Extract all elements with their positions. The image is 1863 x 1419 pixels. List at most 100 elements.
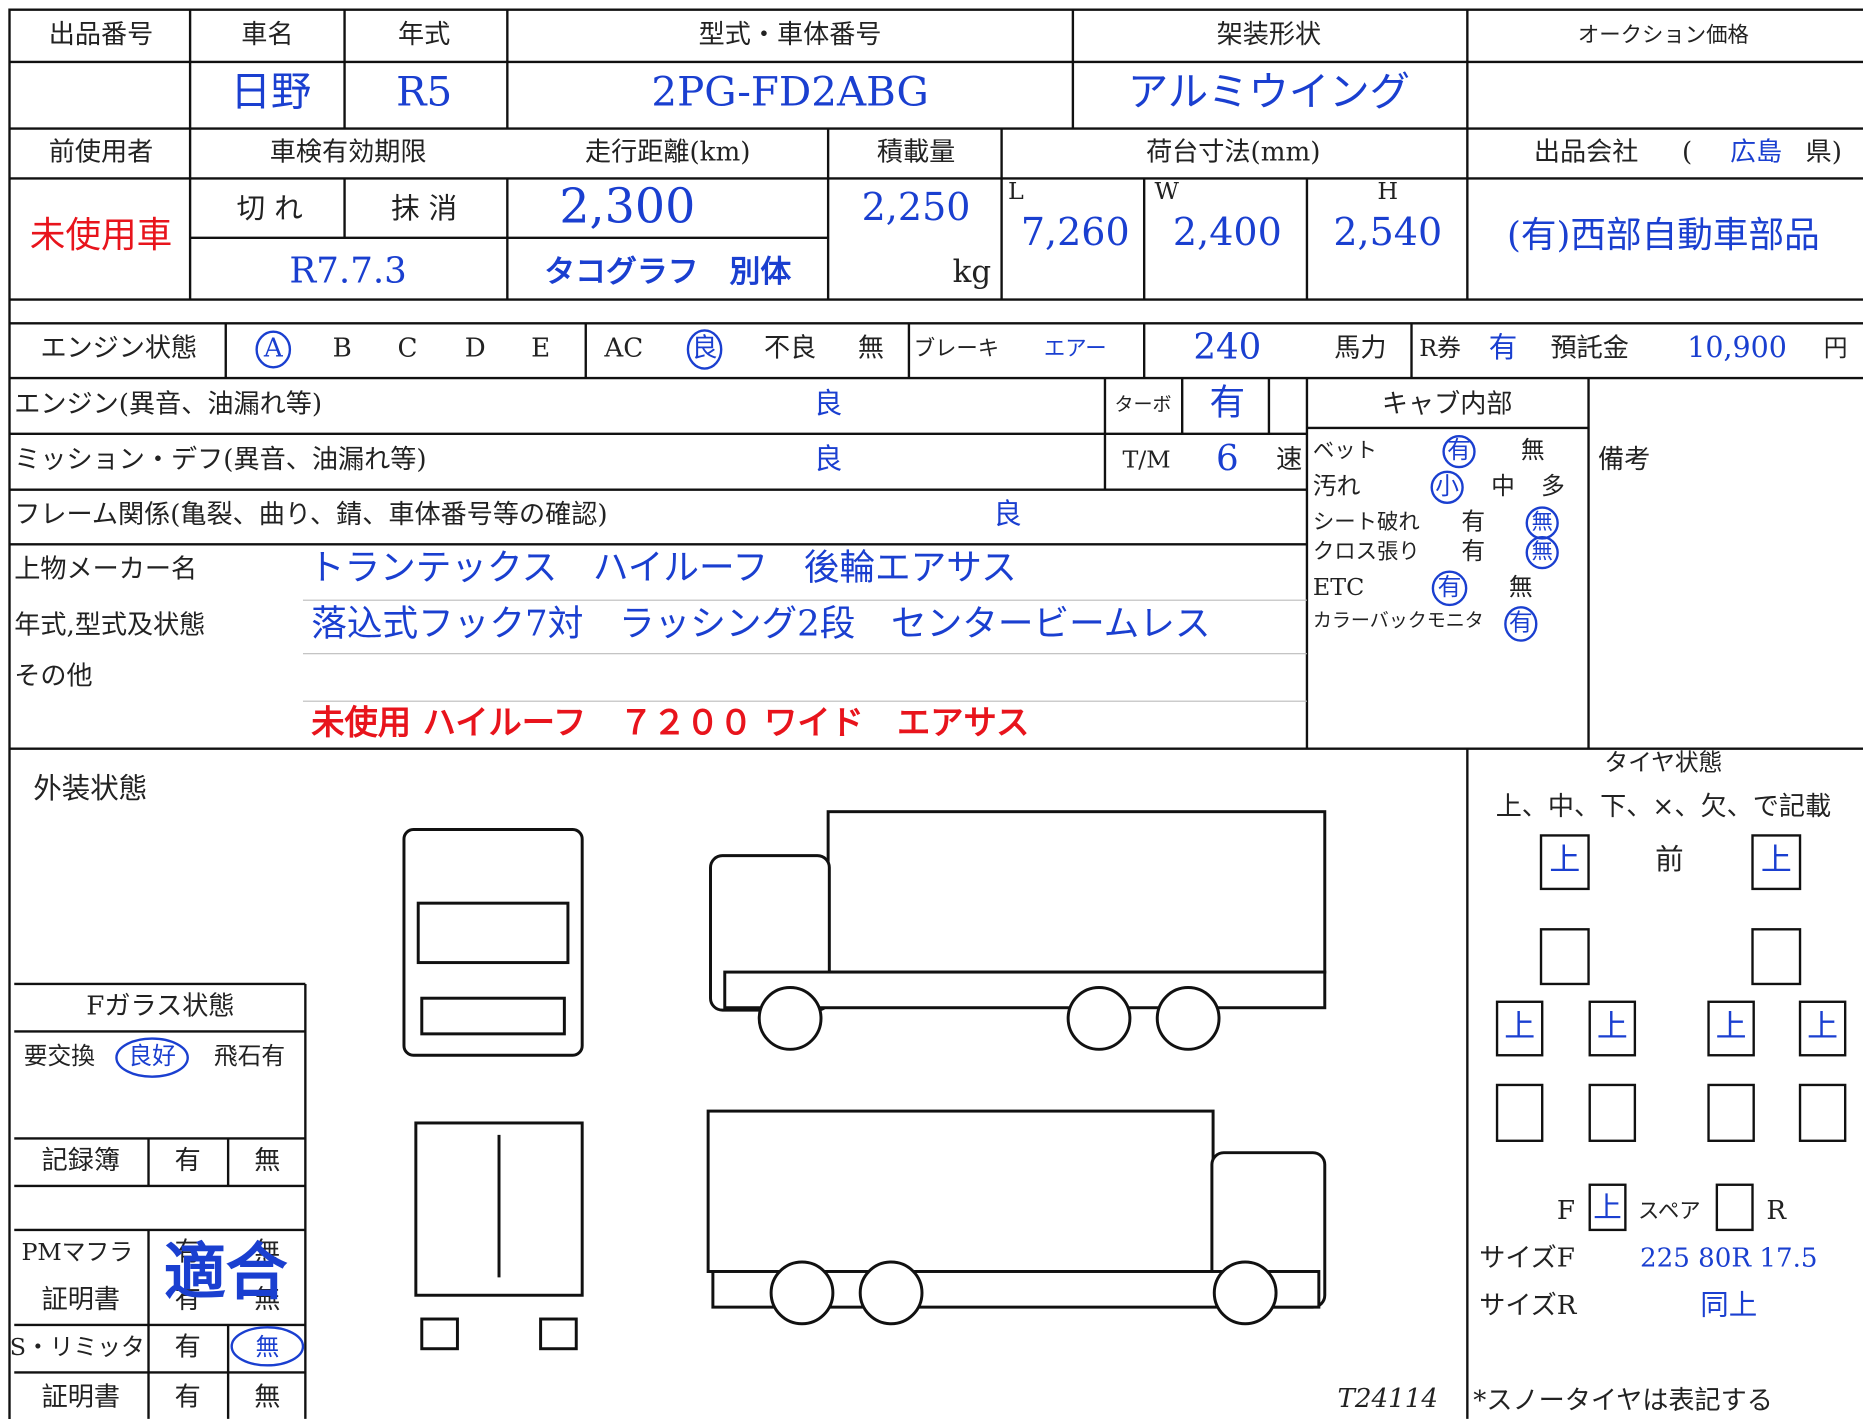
label: S・リミッタ xyxy=(10,1333,145,1361)
label: 適合 xyxy=(164,1235,288,1308)
label: 有 xyxy=(1438,573,1462,601)
label: オークション価格 xyxy=(1578,23,1749,48)
label: クロス張り xyxy=(1313,540,1420,565)
label: C xyxy=(398,333,418,363)
label: 上、中、下、×、欠、で記載 xyxy=(1496,792,1831,822)
label: 県) xyxy=(1806,137,1842,167)
selection-circle xyxy=(686,329,723,370)
label: 切 れ xyxy=(237,192,303,225)
selection-circle xyxy=(1430,470,1464,504)
label: 同上 xyxy=(1700,1289,1757,1322)
selection-circle xyxy=(230,1326,305,1367)
label: D xyxy=(465,333,486,363)
label: T24114 xyxy=(1337,1384,1438,1414)
label: ブレーキ xyxy=(914,336,1000,361)
label: 良好 xyxy=(128,1042,176,1070)
label: 未使用車 xyxy=(30,215,172,256)
label: 型式・車体番号 xyxy=(699,20,882,50)
label: 荷台寸法(mm) xyxy=(1146,137,1320,167)
label: AC xyxy=(603,333,643,363)
label: タイヤ状態 xyxy=(1604,749,1722,777)
label: 記録簿 xyxy=(42,1146,120,1176)
label: 7,260 xyxy=(1021,210,1130,254)
label: F xyxy=(1557,1196,1575,1226)
label: 要交換 xyxy=(24,1042,96,1070)
selection-circle xyxy=(1504,606,1538,642)
label: 2,540 xyxy=(1333,210,1442,254)
label: フレーム関係(亀裂、曲り、錆、車体番号等の確認) xyxy=(14,500,607,530)
label: 有 xyxy=(1210,382,1246,423)
label: 円 xyxy=(1824,334,1848,362)
label: 無 xyxy=(858,333,884,363)
label: 前使用者 xyxy=(49,137,153,167)
label: 上 xyxy=(1504,1008,1535,1044)
label: 未使用 ハイルーフ ７２００ ワイド エアサス xyxy=(311,703,1029,742)
label: 証明書 xyxy=(42,1285,120,1315)
label: 2,250 xyxy=(862,185,971,229)
label: 無 xyxy=(254,1146,280,1176)
selection-circle xyxy=(115,1037,189,1078)
label: 上 xyxy=(1597,1008,1628,1044)
label: A xyxy=(263,333,284,363)
label: ミッション・デフ(異音、油漏れ等) xyxy=(14,445,426,475)
label: スペア xyxy=(1638,1199,1701,1224)
label: 預託金 xyxy=(1551,333,1629,363)
label: 有 xyxy=(1447,436,1471,464)
label: 抹 消 xyxy=(391,192,457,225)
label: 無 xyxy=(254,1238,280,1268)
label: ( xyxy=(1682,137,1692,167)
selection-circle xyxy=(1431,570,1468,607)
label: 無 xyxy=(1509,573,1533,601)
label: 落込式フック7対 ラッシング2段 センタービームレス xyxy=(311,603,1210,644)
label: 10,900 xyxy=(1687,331,1787,364)
label: T/M xyxy=(1122,446,1170,474)
text-lines xyxy=(302,599,1307,702)
label: 年式 xyxy=(398,20,450,50)
label: 無 xyxy=(255,1333,279,1361)
label: 車名 xyxy=(241,20,293,50)
label: B xyxy=(333,333,352,363)
label: L xyxy=(1008,177,1024,205)
label: エンジン状態 xyxy=(40,333,197,363)
label: 2PG-FD2ABG xyxy=(651,69,928,116)
label: キャブ内部 xyxy=(1382,389,1513,419)
label: 2,300 xyxy=(559,179,695,234)
label: 上 xyxy=(1549,842,1580,878)
label: カラーバックモニタ xyxy=(1313,610,1484,632)
label: 出品会社 xyxy=(1534,137,1639,167)
label: 上物メーカー名 xyxy=(14,554,197,584)
label: サイズR xyxy=(1479,1291,1578,1321)
label: 車検有効期限 xyxy=(270,137,427,167)
label: タコグラフ 別体 xyxy=(544,254,791,290)
label: 出品番号 xyxy=(49,20,153,50)
label: 不良 xyxy=(764,333,816,363)
label: 架装形状 xyxy=(1217,20,1322,50)
tire-boxes xyxy=(1495,834,1847,1232)
label: 多 xyxy=(1541,472,1565,500)
label: 走行距離(km) xyxy=(585,137,751,167)
label: 有 xyxy=(175,1146,201,1176)
label: R券 xyxy=(1419,334,1461,362)
label: 前 xyxy=(1655,843,1684,876)
label: 無 xyxy=(254,1285,280,1315)
label: 有 xyxy=(175,1238,201,1268)
selection-circle xyxy=(255,330,292,369)
label: 上 xyxy=(1761,842,1792,878)
selection-circle xyxy=(1442,435,1476,469)
label: 上 xyxy=(1716,1008,1747,1044)
label: 240 xyxy=(1193,326,1261,367)
label: その他 xyxy=(14,661,92,691)
label: 有 xyxy=(175,1333,201,1363)
label: 有 xyxy=(175,1383,201,1413)
label: W xyxy=(1155,177,1180,205)
label: 2,400 xyxy=(1173,210,1282,254)
label: 外装状態 xyxy=(33,772,147,805)
label: 備考 xyxy=(1598,445,1650,475)
label: Fガラス状態 xyxy=(86,992,234,1022)
label: サイズF xyxy=(1479,1244,1575,1274)
label: 速 xyxy=(1276,445,1302,475)
label: R5 xyxy=(396,69,452,116)
label: 良 xyxy=(814,387,843,420)
